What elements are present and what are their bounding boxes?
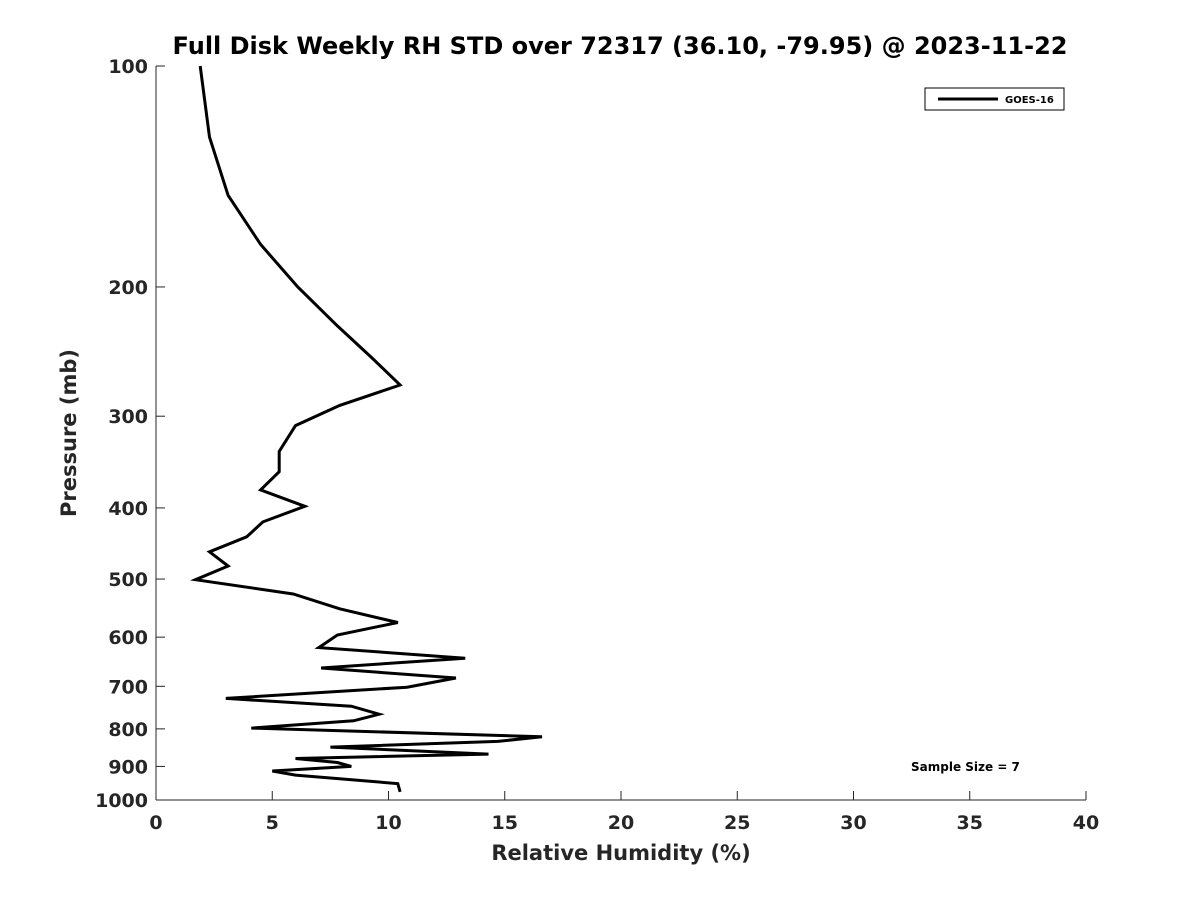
x-axis-label: Relative Humidity (%) <box>491 841 750 865</box>
legend-label-goes-16: GOES-16 <box>1005 95 1054 106</box>
y-tick-label: 100 <box>108 56 148 78</box>
x-tick-label: 15 <box>492 812 518 834</box>
y-tick-label: 600 <box>108 627 148 649</box>
x-tick-label: 0 <box>149 812 162 834</box>
x-tick-label: 40 <box>1073 812 1099 834</box>
y-tick-label: 400 <box>108 498 148 520</box>
x-tick-label: 25 <box>724 812 750 834</box>
y-tick-label: 500 <box>108 569 148 591</box>
y-tick-label: 800 <box>108 719 148 741</box>
x-tick-label: 30 <box>840 812 866 834</box>
x-tick-label: 10 <box>375 812 401 834</box>
series-layer <box>189 65 543 793</box>
y-axis-ticks: 100 200 300 400 500 600 700 800 900 1000 <box>95 56 165 812</box>
y-tick-label: 300 <box>108 406 148 428</box>
x-axis-ticks: 0 5 10 15 20 25 30 35 40 <box>149 791 1099 834</box>
y-tick-label: 900 <box>108 756 148 778</box>
y-axis-label: Pressure (mb) <box>57 349 81 517</box>
y-tick-label: 1000 <box>95 790 148 812</box>
y-tick-label: 200 <box>108 277 148 299</box>
sample-size-annotation: Sample Size = 7 <box>911 760 1020 774</box>
chart-title: Full Disk Weekly RH STD over 72317 (36.1… <box>173 32 1068 60</box>
x-tick-label: 35 <box>957 812 983 834</box>
x-tick-label: 20 <box>608 812 634 834</box>
plot-area: 0 5 10 15 20 25 30 35 40 100 200 300 400 500 600 700 80… <box>95 56 1099 834</box>
legend: GOES-16 <box>924 87 1065 111</box>
y-tick-label: 700 <box>108 676 148 698</box>
series-line-goes-16 <box>189 65 543 793</box>
x-tick-label: 5 <box>266 812 279 834</box>
